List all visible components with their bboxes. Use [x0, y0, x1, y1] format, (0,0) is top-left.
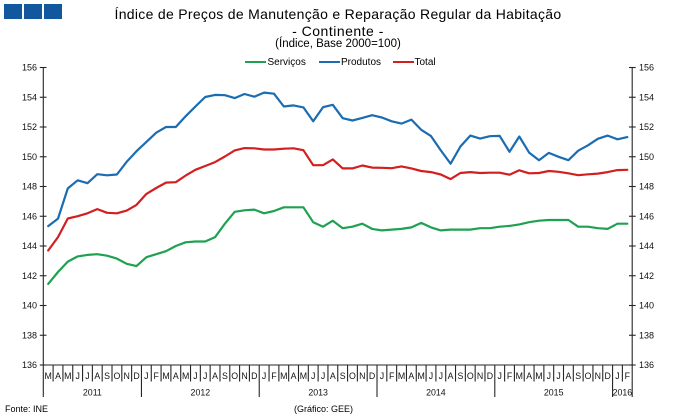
- svg-text:A: A: [55, 371, 61, 381]
- svg-text:D: D: [133, 371, 139, 381]
- svg-text:J: J: [144, 371, 148, 381]
- svg-text:J: J: [556, 371, 560, 381]
- svg-text:J: J: [262, 371, 266, 381]
- svg-text:S: S: [340, 371, 346, 381]
- svg-text:136: 136: [22, 360, 37, 370]
- svg-text:M: M: [182, 371, 189, 381]
- svg-text:J: J: [321, 371, 325, 381]
- svg-text:A: A: [526, 371, 532, 381]
- svg-text:N: N: [595, 371, 601, 381]
- svg-text:150: 150: [22, 152, 37, 162]
- svg-text:156: 156: [22, 63, 37, 73]
- svg-text:A: A: [291, 371, 297, 381]
- svg-text:136: 136: [639, 360, 654, 370]
- svg-text:J: J: [311, 371, 315, 381]
- svg-text:144: 144: [22, 241, 37, 251]
- svg-text:F: F: [389, 371, 395, 381]
- svg-text:J: J: [193, 371, 197, 381]
- svg-text:M: M: [516, 371, 523, 381]
- svg-text:M: M: [535, 371, 542, 381]
- svg-text:N: N: [477, 371, 483, 381]
- svg-text:J: J: [547, 371, 551, 381]
- svg-text:S: S: [458, 371, 464, 381]
- svg-text:J: J: [75, 371, 79, 381]
- svg-text:138: 138: [22, 330, 37, 340]
- svg-text:F: F: [153, 371, 159, 381]
- svg-text:O: O: [231, 371, 238, 381]
- svg-text:J: J: [429, 371, 433, 381]
- svg-text:M: M: [162, 371, 169, 381]
- svg-text:154: 154: [639, 92, 654, 102]
- svg-text:F: F: [271, 371, 277, 381]
- svg-text:M: M: [64, 371, 71, 381]
- svg-text:140: 140: [22, 301, 37, 311]
- svg-text:154: 154: [22, 92, 37, 102]
- svg-text:138: 138: [639, 330, 654, 340]
- svg-text:A: A: [408, 371, 414, 381]
- svg-text:M: M: [300, 371, 307, 381]
- svg-text:146: 146: [639, 211, 654, 221]
- svg-text:N: N: [359, 371, 365, 381]
- svg-text:N: N: [124, 371, 130, 381]
- svg-text:O: O: [585, 371, 592, 381]
- svg-text:M: M: [398, 371, 405, 381]
- svg-text:2012: 2012: [191, 388, 211, 398]
- svg-text:2013: 2013: [308, 388, 328, 398]
- svg-text:150: 150: [639, 152, 654, 162]
- svg-text:A: A: [94, 371, 100, 381]
- svg-text:J: J: [380, 371, 384, 381]
- svg-text:A: A: [173, 371, 179, 381]
- svg-text:F: F: [625, 371, 631, 381]
- svg-text:A: A: [448, 371, 454, 381]
- svg-text:S: S: [575, 371, 581, 381]
- svg-text:M: M: [418, 371, 425, 381]
- svg-text:148: 148: [639, 182, 654, 192]
- svg-text:M: M: [280, 371, 287, 381]
- svg-text:M: M: [45, 371, 52, 381]
- svg-text:J: J: [497, 371, 501, 381]
- svg-text:O: O: [467, 371, 474, 381]
- svg-text:J: J: [203, 371, 207, 381]
- svg-text:140: 140: [639, 301, 654, 311]
- svg-text:146: 146: [22, 211, 37, 221]
- svg-text:142: 142: [22, 271, 37, 281]
- svg-text:D: D: [487, 371, 493, 381]
- svg-text:156: 156: [639, 63, 654, 73]
- svg-text:J: J: [439, 371, 443, 381]
- svg-text:D: D: [369, 371, 375, 381]
- svg-text:142: 142: [639, 271, 654, 281]
- svg-text:A: A: [565, 371, 571, 381]
- svg-text:2011: 2011: [83, 388, 102, 398]
- svg-text:J: J: [615, 371, 619, 381]
- svg-text:J: J: [85, 371, 89, 381]
- svg-text:2014: 2014: [426, 388, 446, 398]
- svg-text:O: O: [113, 371, 120, 381]
- svg-text:S: S: [104, 371, 110, 381]
- svg-text:O: O: [349, 371, 356, 381]
- svg-text:152: 152: [639, 122, 654, 132]
- svg-text:A: A: [212, 371, 218, 381]
- svg-text:D: D: [604, 371, 610, 381]
- svg-text:F: F: [507, 371, 513, 381]
- svg-text:144: 144: [639, 241, 654, 251]
- svg-text:2015: 2015: [544, 388, 564, 398]
- svg-text:148: 148: [22, 182, 37, 192]
- svg-text:2016: 2016: [613, 388, 633, 398]
- svg-text:N: N: [241, 371, 247, 381]
- svg-text:S: S: [222, 371, 228, 381]
- svg-text:152: 152: [22, 122, 37, 132]
- svg-text:A: A: [330, 371, 336, 381]
- svg-text:D: D: [251, 371, 257, 381]
